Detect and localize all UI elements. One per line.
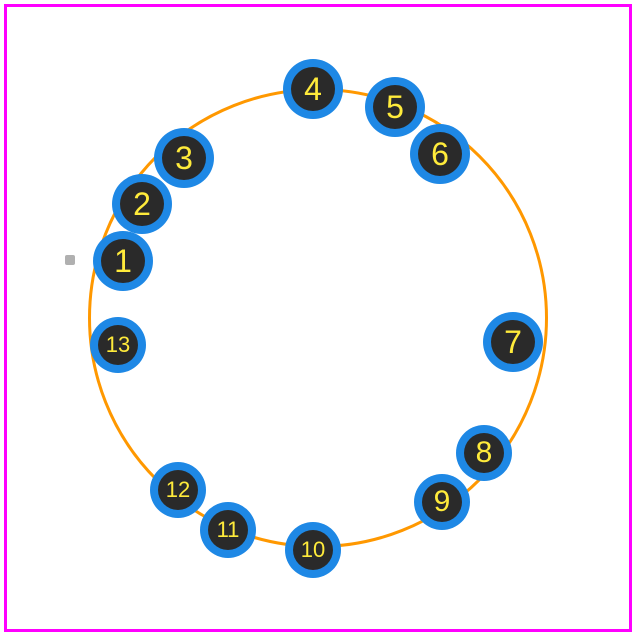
pin-label: 6 — [431, 136, 449, 173]
pin-label: 7 — [504, 324, 522, 361]
pin-node-inner: 1 — [101, 239, 145, 283]
pin-node-inner: 10 — [293, 530, 333, 570]
pin-node-1: 1 — [93, 231, 153, 291]
pin-node-8: 8 — [456, 425, 512, 481]
pin-node-2: 2 — [112, 174, 172, 234]
pin-node-inner: 11 — [208, 510, 248, 550]
pin-label: 2 — [133, 186, 151, 223]
pin-node-10: 10 — [285, 522, 341, 578]
pin-label: 3 — [175, 140, 193, 177]
pin-label: 11 — [217, 517, 240, 543]
pin-label: 1 — [114, 243, 132, 280]
pin-node-12: 12 — [150, 462, 206, 518]
pin-node-inner: 8 — [464, 433, 504, 473]
pin-node-5: 5 — [365, 77, 425, 137]
pin-node-7: 7 — [483, 312, 543, 372]
pin-label: 5 — [386, 89, 404, 126]
pin-label: 13 — [106, 332, 130, 358]
pin-node-inner: 7 — [491, 320, 535, 364]
pin-node-inner: 2 — [120, 182, 164, 226]
pin-node-inner: 4 — [291, 67, 335, 111]
pin-node-11: 11 — [200, 502, 256, 558]
pin-label: 12 — [166, 477, 190, 503]
pin-node-inner: 5 — [373, 85, 417, 129]
pin-label: 4 — [304, 71, 322, 108]
pin-node-inner: 13 — [98, 325, 138, 365]
arrow-marker — [65, 255, 75, 265]
pin-label: 8 — [476, 436, 493, 470]
pin-node-9: 9 — [414, 474, 470, 530]
pin-node-inner: 3 — [162, 136, 206, 180]
pin-node-inner: 6 — [418, 132, 462, 176]
pin-label: 10 — [301, 537, 325, 563]
pin-node-13: 13 — [90, 317, 146, 373]
pin-node-6: 6 — [410, 124, 470, 184]
pin-node-4: 4 — [283, 59, 343, 119]
pin-label: 9 — [434, 485, 451, 519]
pin-node-inner: 12 — [158, 470, 198, 510]
pin-node-3: 3 — [154, 128, 214, 188]
pin-node-inner: 9 — [422, 482, 462, 522]
